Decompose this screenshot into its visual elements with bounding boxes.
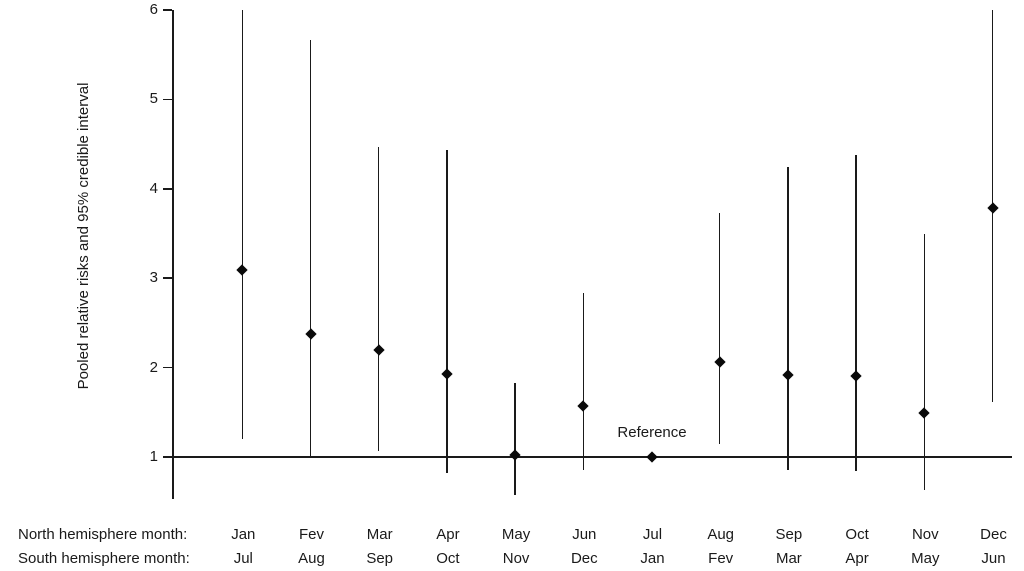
south-month-label: Mar — [775, 550, 802, 567]
north-month-label: Aug — [707, 526, 735, 543]
y-tick-label: 4 — [149, 179, 158, 197]
credible-interval-line — [377, 146, 380, 451]
north-month-label: May — [501, 526, 531, 543]
south-month-label: Aug — [298, 550, 325, 567]
y-axis-tick — [163, 366, 172, 369]
credible-interval-line — [718, 212, 721, 445]
credible-interval-line — [309, 39, 312, 457]
y-axis-tick — [163, 188, 172, 190]
north-month-label: Oct — [845, 526, 869, 543]
south-month-label: Nov — [502, 550, 530, 567]
north-month-label: Nov — [911, 526, 939, 543]
point-estimate-marker — [850, 369, 862, 382]
south-month-label: Dec — [570, 550, 598, 567]
south-month-label: Jun — [981, 550, 1006, 567]
point-estimate-marker — [509, 449, 521, 461]
north-month-label: Apr — [436, 526, 460, 543]
point-estimate-marker — [714, 356, 726, 368]
point-estimate-marker — [236, 264, 248, 276]
y-tick-label: 1 — [149, 448, 158, 465]
point-estimate-marker — [577, 400, 589, 412]
y-axis-tick — [163, 277, 172, 279]
south-month-label: Jan — [640, 550, 665, 567]
point-estimate-marker — [986, 202, 999, 215]
reference-annotation: Reference — [617, 424, 687, 441]
point-estimate-marker — [441, 368, 453, 380]
credible-interval-line — [787, 167, 789, 470]
y-axis-label: Pooled relative risks and 95% credible i… — [75, 82, 92, 390]
north-month-label: Fev — [298, 526, 324, 543]
reference-line — [172, 456, 1012, 458]
credible-interval-line — [923, 233, 926, 491]
south-month-label: Jul — [233, 550, 253, 567]
north-month-label: Sep — [775, 526, 803, 543]
y-axis-tick — [163, 98, 172, 101]
y-axis-tick — [163, 9, 172, 11]
y-tick-label: 2 — [149, 358, 158, 376]
south-month-label: Sep — [366, 550, 394, 567]
point-estimate-marker — [918, 407, 930, 419]
credible-interval-line — [855, 154, 857, 472]
south-month-label: Oct — [436, 550, 460, 567]
credible-interval-line — [514, 382, 516, 496]
north-month-label: Jan — [231, 526, 256, 543]
north-month-label: Jun — [572, 526, 597, 543]
north-month-label: Mar — [366, 526, 393, 543]
y-tick-label: 3 — [149, 269, 158, 287]
point-estimate-marker — [782, 369, 794, 381]
north-month-label: Jul — [642, 526, 663, 543]
y-tick-label: 5 — [149, 90, 158, 108]
y-axis-tick — [163, 456, 172, 458]
y-axis-line — [172, 10, 174, 499]
credible-interval-line — [582, 292, 585, 470]
south-month-label: May — [911, 550, 940, 567]
north-hemisphere-row-header: North hemisphere month: — [18, 526, 188, 543]
south-month-label: Fev — [708, 550, 734, 567]
credible-interval-line — [241, 10, 244, 440]
point-estimate-marker — [373, 344, 385, 356]
y-tick-label: 6 — [149, 1, 158, 18]
point-estimate-marker — [645, 451, 658, 463]
north-month-label: Dec — [980, 526, 1007, 543]
south-hemisphere-row-header: South hemisphere month: — [18, 550, 190, 567]
south-month-label: Apr — [845, 550, 869, 567]
credible-interval-line — [446, 150, 448, 474]
point-estimate-marker — [304, 327, 317, 340]
